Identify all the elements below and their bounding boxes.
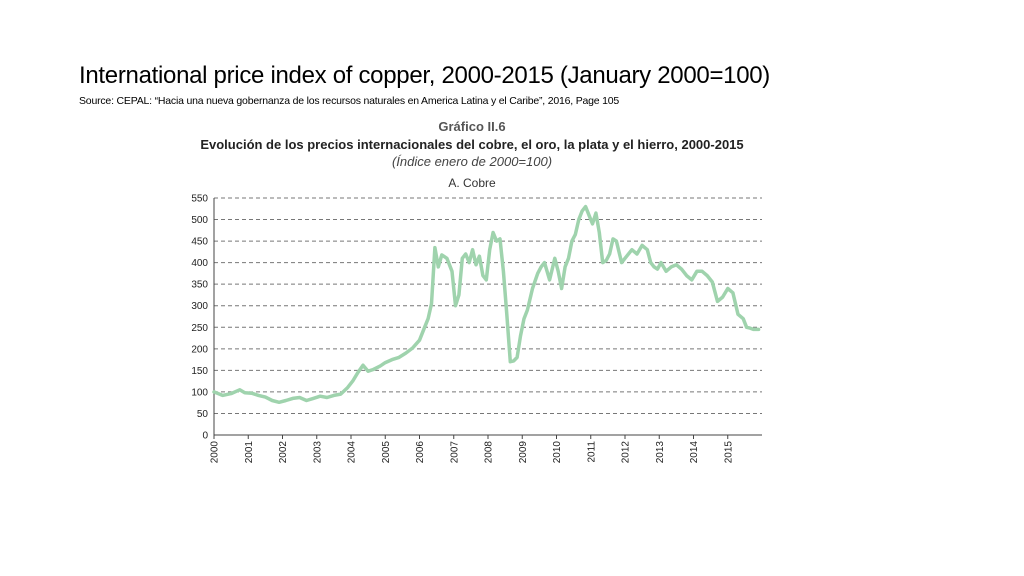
x-tick-label: 2010 — [552, 441, 563, 464]
x-tick-label: 2011 — [586, 441, 597, 463]
y-tick-label: 150 — [191, 366, 208, 377]
y-tick-label: 550 — [191, 194, 208, 205]
x-tick-label: 2015 — [723, 441, 734, 464]
slide-source: Source: CEPAL: “Hacia una nueva gobernan… — [79, 95, 620, 107]
x-tick-label: 2006 — [415, 441, 426, 464]
y-tick-label: 0 — [202, 431, 208, 442]
x-tick-label: 2000 — [210, 441, 221, 464]
x-tick-label: 2013 — [655, 441, 666, 464]
y-tick-label: 100 — [191, 387, 208, 398]
copper-series-line — [212, 204, 761, 405]
x-tick-label: 2001 — [244, 441, 255, 464]
x-tick-label: 2003 — [312, 441, 323, 464]
x-tick-label: 2012 — [621, 441, 632, 464]
chart-title: Evolución de los precios internacionales… — [200, 137, 744, 152]
y-tick-label: 200 — [191, 344, 208, 355]
x-tick-label: 2014 — [689, 441, 700, 464]
y-tick-label: 300 — [191, 301, 208, 312]
x-tick-label: 2002 — [278, 441, 289, 464]
panel-title: A. Cobre — [448, 176, 496, 190]
x-tick-label: 2008 — [484, 441, 495, 464]
x-tick-label: 2004 — [347, 441, 358, 464]
figure-label: Gráfico II.6 — [438, 119, 506, 134]
y-tick-label: 50 — [197, 409, 209, 420]
y-tick-label: 250 — [191, 323, 208, 334]
x-tick-label: 2005 — [381, 441, 392, 464]
slide-title: International price index of copper, 200… — [79, 62, 770, 89]
y-tick-label: 350 — [191, 280, 208, 291]
chart-subtitle: (Índice enero de 2000=100) — [391, 154, 553, 169]
y-tick-label: 500 — [191, 215, 208, 226]
x-tick-label: 2009 — [518, 441, 529, 464]
y-tick-label: 400 — [191, 258, 208, 269]
x-tick-label: 2007 — [449, 441, 460, 464]
y-tick-label: 450 — [191, 237, 208, 248]
